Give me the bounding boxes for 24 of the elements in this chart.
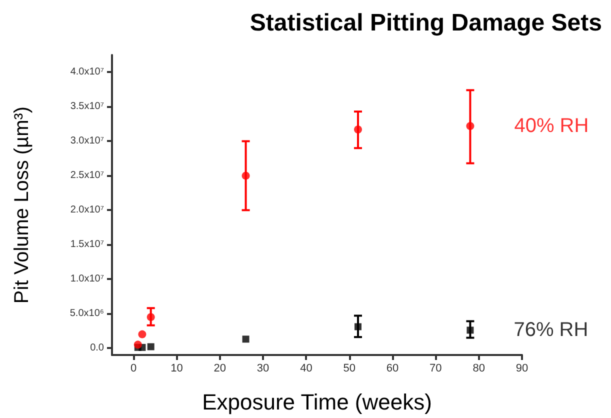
x-tick-label: 50 — [343, 362, 356, 374]
x-tick-label: 30 — [256, 362, 270, 374]
x-tick-label: 20 — [214, 362, 226, 374]
x-tick-label: 40 — [300, 362, 312, 374]
text: 76% RH — [514, 319, 588, 342]
y-tick-label: 4.0x10⁷ — [70, 66, 104, 78]
x-axis-title: Exposure Time (weeks) — [202, 390, 432, 414]
x-tick-label: 90 — [516, 362, 528, 374]
x-tick-label: 10 — [170, 362, 183, 374]
y-tick-label: 1.5x10⁷ — [70, 239, 104, 250]
y-tick-label: 0.0 — [90, 342, 104, 354]
y-tick-label: 1.0x10⁷ — [70, 274, 104, 285]
x-tick-label: 70 — [430, 362, 442, 374]
x-tick-label: 60 — [386, 362, 399, 374]
y-tick-label: 3.0x10⁷ — [70, 136, 104, 147]
y-tick-label: 2.0x10⁷ — [70, 204, 104, 216]
y-tick-label: 5.0x10⁶ — [70, 308, 104, 320]
text: 40% RH — [514, 115, 589, 138]
x-tick-label: 0 — [130, 362, 137, 374]
y-tick-label: 3.5x10⁷ — [70, 101, 104, 112]
y-axis-title: Pit Volume Loss (µm³) — [11, 106, 33, 304]
x-tick-label: 80 — [472, 362, 485, 374]
chart-title: Statistical Pitting Damage Sets — [250, 10, 602, 36]
y-tick-label: 2.5x10⁷ — [70, 170, 104, 182]
